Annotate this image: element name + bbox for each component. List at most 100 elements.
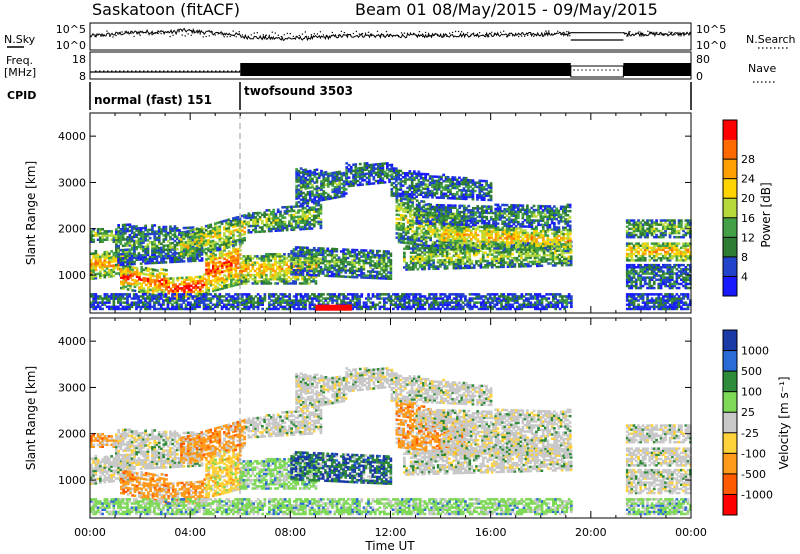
power-cell <box>171 252 175 255</box>
power-cell <box>315 255 318 258</box>
power-cell <box>147 267 150 270</box>
power-cell <box>442 239 446 242</box>
power-cell <box>178 233 181 236</box>
power-cell <box>317 270 321 273</box>
nsearch-dot <box>671 31 673 34</box>
power-cell <box>243 214 246 217</box>
power-cell <box>312 216 316 220</box>
power-cell <box>155 230 159 233</box>
power-cell <box>157 226 161 229</box>
power-cell <box>299 198 303 201</box>
power-cell <box>242 267 246 271</box>
power-cell <box>312 214 316 218</box>
power-cell <box>221 249 224 253</box>
power-cell <box>169 248 172 251</box>
power-cell <box>267 209 271 212</box>
power-cell <box>157 248 161 252</box>
power-cell <box>176 291 180 294</box>
power-cell <box>165 269 168 272</box>
nsearch-dot <box>430 34 433 37</box>
power-cell <box>216 267 220 271</box>
power-cell <box>147 286 150 289</box>
power-cell <box>204 229 208 232</box>
power-cell <box>290 256 293 259</box>
power-cell <box>202 227 206 231</box>
power-cell <box>205 279 208 282</box>
power-cell <box>362 253 366 256</box>
power-cell <box>569 237 572 240</box>
power-cell <box>290 262 293 265</box>
nsearch-dot <box>524 35 526 37</box>
power-cell <box>153 224 157 227</box>
power-cell <box>252 222 255 225</box>
nsearch-dot <box>94 35 96 38</box>
power-cell <box>153 287 157 290</box>
power-cell <box>155 255 159 258</box>
power-cell <box>162 234 166 237</box>
power-cell <box>244 263 248 266</box>
power-cell <box>169 231 172 235</box>
power-cell <box>308 206 312 210</box>
power-cell <box>207 268 211 271</box>
power-cell <box>251 263 255 266</box>
power-cell <box>317 214 321 217</box>
power-cell <box>144 224 147 228</box>
power-cell <box>126 256 129 259</box>
power-cell <box>92 264 95 268</box>
power-cell <box>427 246 431 250</box>
power-cell <box>404 206 408 209</box>
power-cell <box>184 232 188 236</box>
power-cell <box>278 259 282 262</box>
power-cell <box>198 233 201 236</box>
power-cell <box>279 227 282 230</box>
power-cell <box>321 249 325 252</box>
power-cell <box>312 246 316 250</box>
power-cell <box>301 225 305 229</box>
nsearch-dot <box>668 31 670 33</box>
power-cell <box>285 226 289 230</box>
power-cell <box>271 278 275 281</box>
power-cell <box>369 266 372 269</box>
power-cell <box>153 230 157 233</box>
power-cell <box>236 224 240 227</box>
power-cell <box>153 232 157 235</box>
power-cell <box>99 257 102 261</box>
power-cell <box>251 267 255 271</box>
power-cell <box>112 254 116 257</box>
power-cell <box>189 237 192 241</box>
power-cell <box>234 252 238 255</box>
power-cell <box>251 278 255 281</box>
power-cell <box>280 280 284 283</box>
power-cell <box>119 248 123 252</box>
power-cell <box>346 248 350 251</box>
nsearch-dot <box>346 33 349 36</box>
power-cell <box>371 268 375 271</box>
power-cell <box>180 232 183 235</box>
power-cell <box>155 238 159 242</box>
power-cell <box>256 222 260 225</box>
power-cell <box>319 257 323 261</box>
power-cell <box>310 208 314 211</box>
power-cell <box>328 274 332 278</box>
power-cell <box>305 282 309 285</box>
power-cell <box>156 290 159 293</box>
power-cell <box>209 252 213 256</box>
power-cell <box>174 289 177 293</box>
power-cell <box>402 222 405 226</box>
power-cell <box>236 283 240 286</box>
power-cell <box>303 215 307 218</box>
power-cell <box>317 263 321 267</box>
power-cell <box>207 230 210 233</box>
power-cell <box>230 253 233 257</box>
power-cell <box>176 287 180 290</box>
power-cell <box>94 262 98 265</box>
nsearch-dot <box>403 32 406 34</box>
power-cell <box>319 247 323 250</box>
power-cell <box>301 221 305 225</box>
power-cell <box>162 257 166 260</box>
power-cell <box>310 255 314 258</box>
power-cell <box>252 220 255 223</box>
power-cell <box>158 280 162 283</box>
power-cell <box>362 251 366 254</box>
power-cell <box>173 243 177 247</box>
